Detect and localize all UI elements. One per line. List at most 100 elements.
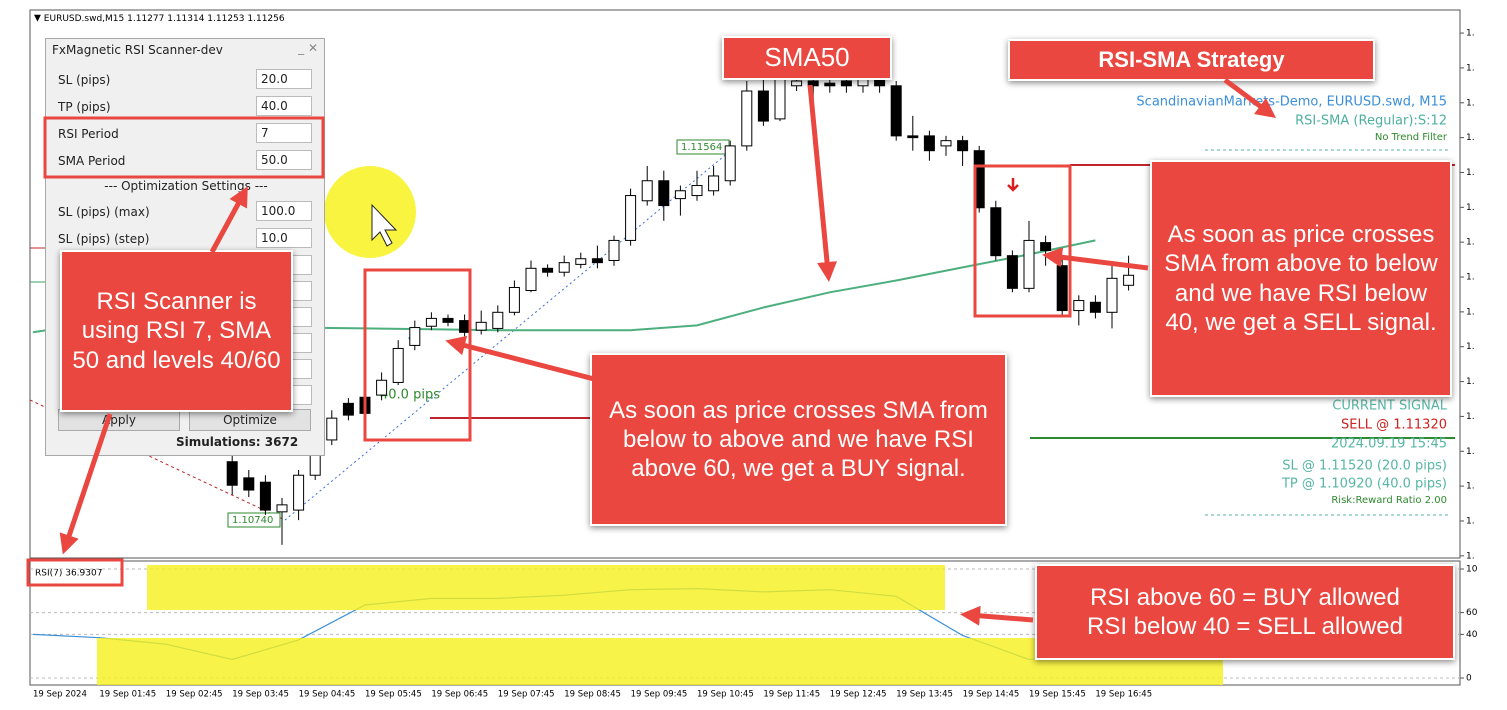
account-info: ScandinavianMarkets-Demo, EURUSD.swd, M1… (1136, 95, 1447, 110)
candle-body (1056, 265, 1068, 312)
cursor-highlight (324, 166, 416, 258)
candle-body (757, 90, 769, 122)
candle-body (708, 175, 720, 192)
callout: RSI-SMA Strategy (1008, 39, 1375, 81)
x-tick-label: 19 Sep 11:45 (763, 690, 820, 700)
callout: RSI above 60 = BUY allowed RSI below 40 … (1035, 564, 1455, 660)
candle-body (542, 267, 554, 273)
ohlc: 1.11277 1.11314 1.11253 1.11256 (127, 14, 285, 24)
callout: As soon as price crosses SMA from above … (1150, 160, 1452, 397)
candle-body (957, 140, 969, 152)
y-tick-label: 1. (1466, 273, 1475, 283)
candle-body (425, 317, 437, 327)
y-tick-label: 1. (1466, 412, 1475, 422)
row-label: SL (pips) (58, 73, 111, 87)
price-tag: 1.10740 (232, 515, 273, 526)
optimization-title: --- Optimization Settings --- (104, 179, 268, 193)
candle-body (293, 474, 305, 511)
y-tick-label: 10 (1466, 565, 1478, 575)
price-tag: 1.11564 (681, 142, 722, 153)
signal-sl: SL @ 1.11520 (20.0 pips) (1282, 459, 1447, 474)
candle-body (940, 140, 952, 147)
panel-row: SL (pips) 20.0 (56, 69, 316, 91)
candle-body (326, 417, 338, 441)
rsi-zone (147, 565, 945, 610)
candle-body (923, 135, 935, 152)
x-tick-label: 19 Sep 05:45 (365, 690, 422, 700)
candle-body (575, 258, 587, 265)
row-label: SL (pips) (max) (58, 205, 150, 219)
candle-body (791, 80, 803, 87)
candle-body (243, 477, 255, 491)
x-tick-label: 19 Sep 04:45 (299, 690, 356, 700)
x-tick-label: 19 Sep 14:45 (963, 690, 1020, 700)
y-tick-label: 1. (1466, 516, 1475, 526)
candle-body (309, 454, 321, 476)
callout: SMA50 (722, 36, 892, 80)
panel-row: SMA Period 50.0 (56, 150, 316, 172)
y-tick-label: 1. (1466, 168, 1475, 178)
row-input: 40.0 (256, 96, 312, 116)
trend-line (29, 399, 286, 521)
candle-body (608, 239, 620, 261)
optimize-button[interactable]: Optimize (189, 409, 311, 431)
candle-body (1023, 239, 1035, 289)
symbol: EURUSD.swd,M15 (44, 14, 124, 24)
candle-body (276, 504, 288, 513)
candle-body (674, 190, 686, 200)
candle-body (890, 85, 902, 137)
y-tick-label: 1. (1466, 238, 1475, 248)
strategy-info: RSI-SMA (Regular):S:12 (1295, 114, 1447, 129)
row-label: SL (pips) (step) (58, 232, 150, 246)
candle-body (1073, 300, 1085, 312)
panel-controls[interactable]: _ ✕ (298, 41, 318, 55)
y-tick-label: 1. (1466, 482, 1475, 492)
candle-body (973, 150, 985, 209)
y-tick-label: 1. (1466, 29, 1475, 39)
rsi-title: RSI(7) 36.9307 (35, 569, 102, 579)
candle-body (1106, 277, 1118, 313)
x-tick-label: 19 Sep 02:45 (166, 690, 223, 700)
panel-row: SL (pips) (step) 10.0 (56, 228, 316, 250)
candle-body (741, 90, 753, 147)
candle-body (641, 180, 653, 202)
filter-info: No Trend Filter (1375, 132, 1448, 143)
signal-time: 2024.09.19 15:45 (1331, 437, 1447, 452)
x-tick-label: 19 Sep 09:45 (631, 690, 688, 700)
candle-body (724, 145, 736, 182)
candle-body (359, 396, 371, 414)
row-label: SMA Period (58, 154, 126, 168)
candle-body (1123, 274, 1135, 286)
x-tick-label: 19 Sep 03:45 (232, 690, 289, 700)
x-tick-label: 19 Sep 12:45 (830, 690, 887, 700)
row-input: 7 (256, 123, 312, 143)
candle-body (259, 481, 271, 511)
y-tick-label: 1. (1466, 342, 1475, 352)
candle-body (392, 347, 404, 383)
candle-body (824, 82, 836, 87)
x-tick-label: 19 Sep 08:45 (564, 690, 621, 700)
candle-body (691, 185, 703, 197)
x-tick-label: 19 Sep 10:45 (697, 690, 754, 700)
callout-line: RSI above 60 = BUY allowed (1090, 583, 1400, 611)
row-input: 10.0 (256, 228, 312, 248)
panel-row: SL (pips) (max) 100.0 (56, 201, 316, 223)
candle-body (492, 311, 504, 329)
y-tick-label: 1. (1466, 203, 1475, 213)
candle-body (342, 402, 354, 416)
candle-body (376, 379, 388, 396)
candle-body (625, 195, 637, 241)
panel-title: FxMagnetic RSI Scanner-dev (52, 43, 223, 57)
cursor (371, 203, 398, 247)
x-tick-label: 19 Sep 07:45 (498, 690, 555, 700)
candle-body (475, 321, 487, 331)
pips-label: 40.0 pips (380, 388, 440, 403)
row-label: TP (pips) (58, 100, 111, 114)
candle-body (558, 262, 570, 273)
apply-button[interactable]: Apply (58, 409, 180, 431)
candle-body (226, 461, 238, 486)
row-input: 20.0 (256, 69, 312, 89)
y-tick-label: 1. (1466, 98, 1475, 108)
candle-body (459, 320, 471, 333)
